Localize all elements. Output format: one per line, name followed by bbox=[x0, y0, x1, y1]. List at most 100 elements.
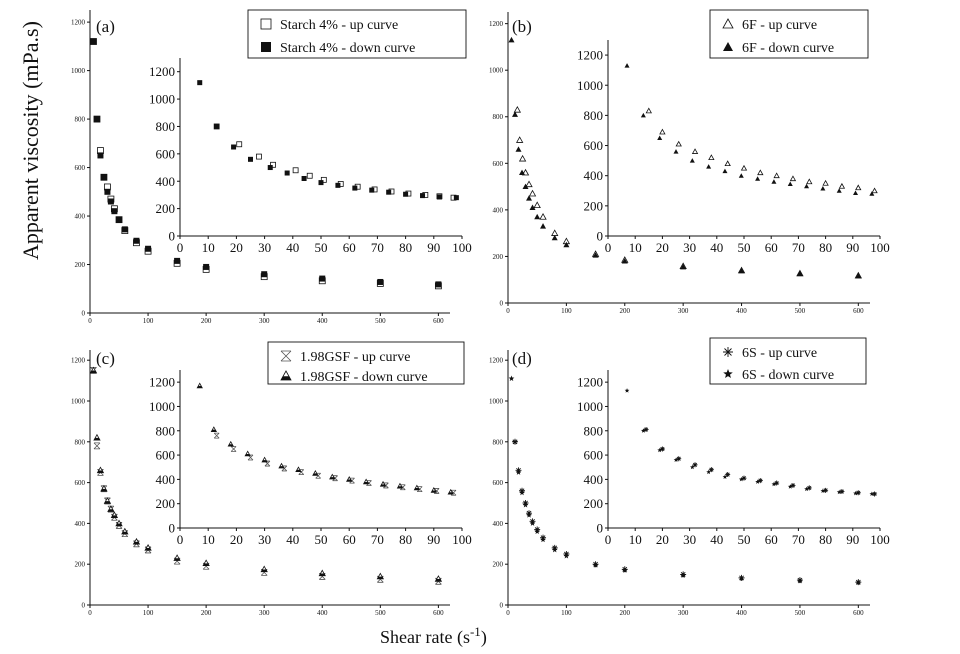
panel-c-inset-x-tick-label: 30 bbox=[258, 532, 271, 547]
panel-b-main-point-s1 bbox=[512, 111, 519, 117]
panel-b-main-point-s1 bbox=[551, 234, 558, 241]
panel-c-inset-point-s1 bbox=[413, 484, 421, 491]
panel-d-main-point-s1 bbox=[797, 577, 803, 584]
panel-b-inset-y-tick-label: 1200 bbox=[577, 48, 603, 63]
panel-a-main-y-tick-label: 400 bbox=[75, 212, 86, 220]
panel-b-inset-point-s1 bbox=[706, 164, 712, 169]
panel-b-inset-point-s0 bbox=[691, 148, 699, 154]
panel-c-main-point-s1 bbox=[96, 466, 105, 474]
panel-a-main-point-s1 bbox=[203, 263, 210, 270]
panel-d-inset-point-s1 bbox=[706, 469, 712, 475]
panel-a-inset-point-s0 bbox=[292, 167, 299, 174]
panel-c-inset-x-tick-label: 40 bbox=[286, 532, 299, 547]
panel-a-main-x-tick-label: 600 bbox=[433, 317, 444, 325]
panel-c-inset-point-s1 bbox=[261, 456, 268, 463]
panel-b-main-x-tick-label: 300 bbox=[678, 307, 689, 315]
panel-c-inset-point-s1 bbox=[362, 478, 370, 485]
panel-d-main-y-tick-label: 400 bbox=[493, 520, 504, 528]
panel-d-main-point-s1 bbox=[855, 579, 862, 585]
panel-b-inset-point-s1 bbox=[640, 112, 646, 118]
panel-c-main-y-tick-label: 600 bbox=[75, 479, 86, 487]
panel-a-main-point-s1 bbox=[93, 116, 100, 123]
panel-d-legend-marker-0 bbox=[723, 347, 733, 357]
panel-c-main-point-s1 bbox=[434, 575, 443, 582]
panel-b-inset-point-s1 bbox=[689, 158, 695, 163]
panel-c-legend-marker-1 bbox=[280, 370, 292, 381]
panel-b-inset-point-s1 bbox=[853, 190, 859, 196]
panel-d-inset-point-s1 bbox=[804, 486, 809, 492]
panel-a-inset-x-tick-label: 60 bbox=[343, 240, 356, 255]
panel-b-main-x-tick-label: 400 bbox=[736, 307, 747, 315]
panel-d-main-y-tick-label: 1200 bbox=[489, 357, 504, 365]
panel-d-inset-point-s0 bbox=[872, 491, 878, 497]
panel-a-inset-x-tick-label: 50 bbox=[315, 240, 328, 255]
panel-a-inset-x-tick-label: 90 bbox=[427, 240, 440, 255]
panel-b-main-point-s1 bbox=[519, 169, 526, 176]
panel-b-label: (b) bbox=[512, 17, 532, 36]
panel-a-inset-point-s1 bbox=[301, 175, 307, 181]
panel-d-inset-x-tick-label: 10 bbox=[629, 532, 642, 547]
panel-d-inset-x-tick-label: 80 bbox=[819, 532, 832, 547]
panel-c-main-x-tick-label: 200 bbox=[201, 609, 212, 617]
panel-b-inset-y-tick-label: 400 bbox=[584, 168, 604, 183]
panel-a-inset-x-tick-label: 30 bbox=[258, 240, 271, 255]
panel-a-inset-point-s1 bbox=[248, 156, 253, 162]
panel-b-main-y-tick-label: 1000 bbox=[489, 67, 504, 75]
panel-c-label: (c) bbox=[96, 349, 115, 368]
panel-c-inset-y-tick-label: 600 bbox=[156, 448, 176, 463]
panel-d-main-y-tick-label: 200 bbox=[493, 561, 504, 569]
panel-b-main-point-s0 bbox=[551, 229, 559, 236]
panel-b-inset-point-s0 bbox=[724, 160, 731, 167]
panel-a-legend-marker-1 bbox=[261, 42, 271, 52]
panel-c-inset-point-s1 bbox=[312, 469, 319, 476]
panel-c-legend bbox=[267, 341, 465, 385]
panel-d-inset-point-s1 bbox=[738, 476, 744, 482]
panel-c-main-x-tick-label: 0 bbox=[88, 609, 92, 617]
panel-d-inset-point-s0 bbox=[741, 475, 747, 481]
panel-d-inset-x-tick-label: 70 bbox=[792, 532, 805, 547]
panel-c-main-point-s1 bbox=[89, 366, 98, 374]
panel-b-inset-x-tick-label: 60 bbox=[765, 240, 778, 255]
panel-d-main-point-s1 bbox=[738, 575, 745, 581]
panel-d-inset-x-tick-label: 20 bbox=[656, 532, 669, 547]
panel-b-inset-y-tick-label: 800 bbox=[584, 108, 604, 123]
panel-c-main-point-s0 bbox=[93, 442, 101, 450]
panel-a-inset-point-s0 bbox=[256, 153, 262, 160]
panel-b-inset-point-s1 bbox=[787, 181, 793, 186]
panel-c-main-point-s1 bbox=[103, 497, 112, 504]
panel-b-main-point-s0 bbox=[528, 189, 537, 197]
panel-a-inset-x-tick-label: 80 bbox=[399, 240, 412, 255]
panel-b-legend-marker-1 bbox=[723, 42, 733, 51]
panel-a-legend-label-0: Starch 4% - up curve bbox=[280, 18, 398, 33]
panel-d-inset-point-s1 bbox=[722, 474, 728, 479]
panel-d-inset-y-tick-label: 200 bbox=[584, 496, 604, 511]
panel-b-main-point-s1 bbox=[855, 272, 862, 279]
panel-d-inset-point-s1 bbox=[820, 488, 826, 493]
panel-d-inset-point-s0 bbox=[790, 482, 796, 488]
panel-c-main-point-s1 bbox=[132, 537, 141, 545]
panel-a-inset-point-s1 bbox=[453, 195, 459, 201]
panel-b-inset-point-s1 bbox=[836, 188, 842, 193]
panel-a-main-point-s1 bbox=[133, 237, 140, 244]
panel-c-main-x-tick-label: 300 bbox=[259, 609, 270, 617]
panel-d-inset-point-s0 bbox=[643, 427, 649, 433]
panel-a-main-point-s1 bbox=[319, 275, 326, 282]
panel-a-main-y-tick-label: 600 bbox=[75, 164, 86, 172]
panel-a-inset-point-s1 bbox=[436, 194, 442, 200]
panel-c-main-x-tick-label: 100 bbox=[143, 609, 154, 617]
panel-a-main-point-s1 bbox=[111, 208, 118, 215]
panel-c-main-y-tick-label: 1200 bbox=[71, 357, 86, 365]
panel-b-inset-point-s0 bbox=[806, 178, 813, 185]
panel-c-main-point-s0 bbox=[173, 557, 181, 565]
panel-c-inset-point-s1 bbox=[278, 462, 285, 469]
panel-a-main-y-tick-label: 1200 bbox=[71, 19, 86, 27]
panel-a-legend-label-1: Starch 4% - down curve bbox=[280, 41, 415, 56]
panel-a-main-point-s1 bbox=[107, 198, 114, 205]
panel-c-inset-point-s1 bbox=[346, 476, 353, 482]
panel-b-main-point-s1 bbox=[534, 213, 541, 220]
panel-c-inset-y-tick-label: 1200 bbox=[149, 375, 175, 390]
panel-a-main-y-tick-label: 800 bbox=[75, 116, 86, 124]
panel-a-main-point-s1 bbox=[90, 38, 97, 45]
panel-d-legend-label-1: 6S - down curve bbox=[742, 368, 834, 383]
x-axis-label-close: ) bbox=[480, 627, 487, 647]
